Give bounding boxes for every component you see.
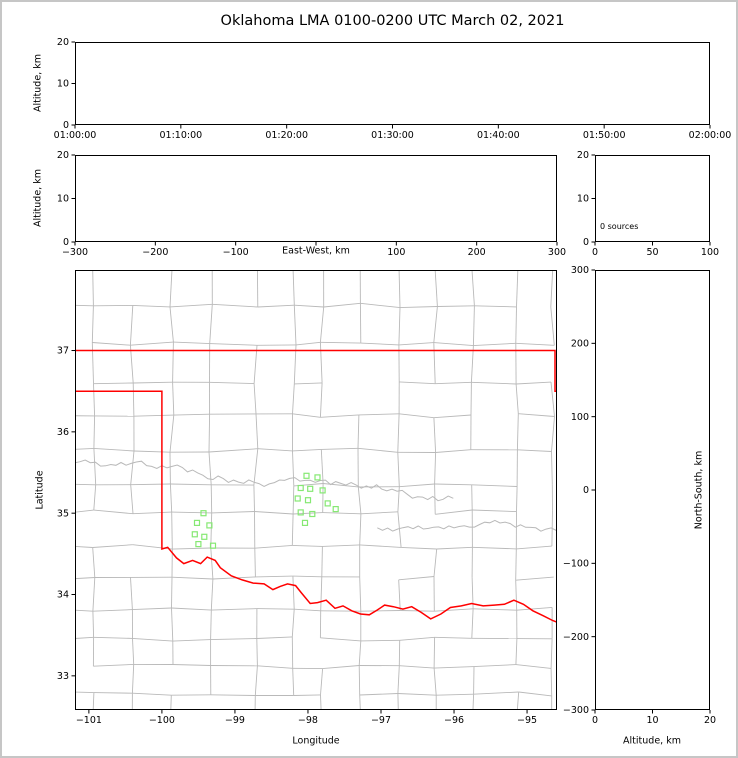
svg-text:−98: −98 [298,715,318,726]
time-height-axes: 01:00:00 01:10:00 01:20:00 01:30:00 01:40:00… [54,37,732,141]
vhf-source-point [297,484,304,492]
histogram-sources-count: 0 sources [600,222,639,231]
svg-text:−300: −300 [62,247,88,258]
svg-text:01:30:00: 01:30:00 [371,130,414,141]
svg-text:−96: −96 [444,715,464,726]
svg-text:02:00:00: 02:00:00 [689,130,732,141]
svg-text:20: 20 [577,150,589,161]
svg-text:20: 20 [704,715,716,726]
east-west-panel-xlabel: East-West, km [282,245,350,257]
vhf-source-point [314,474,321,481]
svg-text:20: 20 [57,37,69,48]
svg-text:37: 37 [57,346,69,357]
svg-text:−100: −100 [563,559,589,570]
east-west-panel-ylabel: Altitude, km [32,169,44,227]
svg-text:36: 36 [57,427,69,438]
svg-text:35: 35 [57,508,69,519]
svg-text:200: 200 [571,339,589,350]
svg-text:−100: −100 [149,715,175,726]
map-longitude-xlabel: Longitude [292,735,340,747]
vhf-source-point [206,522,213,529]
svg-text:50: 50 [646,247,658,258]
svg-text:34: 34 [57,590,69,601]
svg-text:−101: −101 [76,715,102,726]
vhf-source-point [195,541,202,548]
vhf-source-point [193,519,201,526]
north-south-panel-xlabel: Altitude, km [623,735,681,747]
svg-text:0: 0 [583,485,589,496]
time-panel-ylabel: Altitude, km [32,54,44,112]
svg-text:0: 0 [583,237,589,248]
svg-text:01:10:00: 01:10:00 [159,130,202,141]
svg-text:10: 10 [57,194,69,205]
svg-text:−95: −95 [517,715,537,726]
svg-text:10: 10 [57,79,69,90]
chart-title: Oklahoma LMA 0100-0200 UTC March 02, 202… [220,13,565,29]
svg-text:01:00:00: 01:00:00 [54,130,97,141]
vhf-source-point [319,487,326,494]
map-latitude-ylabel: Latitude [34,470,46,510]
north-south-height-axes: 0 10 20 −300 −200 −100 0 100 200 300 [563,265,716,726]
panel-time-height: 01:00:00 01:10:00 01:20:00 01:30:00 01:40:00… [54,37,732,141]
svg-text:100: 100 [701,247,719,258]
altitude-histogram-axes: 0 50 100 0 10 20 [577,150,719,258]
svg-text:0: 0 [63,237,69,248]
svg-text:20: 20 [57,150,69,161]
vhf-source-point [294,495,301,502]
svg-text:300: 300 [548,247,566,258]
svg-text:10: 10 [646,715,658,726]
vhf-source-point [200,510,207,517]
svg-text:−99: −99 [225,715,245,726]
vhf-source-point [297,509,304,516]
svg-text:0: 0 [592,715,598,726]
north-south-panel-right-label: North-South, km [693,450,705,530]
panel-east-west-height: −300 −200 −100 100 200 300 0 10 20 [57,150,566,258]
vhf-source-point [304,497,312,504]
svg-text:−200: −200 [142,247,168,258]
vhf-source-point [309,510,316,518]
vhf-source-point [191,531,198,538]
vhf-source-point [303,472,310,479]
panel-north-south-height: 0 10 20 −300 −200 −100 0 100 200 300 [563,265,716,726]
plan-view-map-axes: −101 −100 −99 −98 −97 −96 −95 33 34 35 36 37 [57,270,557,726]
svg-text:0: 0 [63,120,69,131]
map-layers [75,270,557,710]
svg-text:01:20:00: 01:20:00 [265,130,308,141]
svg-text:0: 0 [592,247,598,258]
svg-text:33: 33 [57,671,69,682]
vhf-source-point [307,485,314,492]
svg-text:200: 200 [468,247,486,258]
svg-text:100: 100 [571,412,589,423]
state-border [75,349,557,392]
vhf-source-point [201,533,208,540]
east-west-height-axes: −300 −200 −100 100 200 300 0 10 20 [57,150,566,258]
svg-text:01:50:00: 01:50:00 [583,130,626,141]
vhf-source-point [209,542,217,549]
svg-text:−200: −200 [563,632,589,643]
svg-text:−100: −100 [223,247,249,258]
svg-text:300: 300 [571,265,589,276]
svg-text:01:40:00: 01:40:00 [477,130,520,141]
svg-text:10: 10 [577,194,589,205]
vhf-source-point [301,519,309,526]
svg-text:−97: −97 [371,715,391,726]
vhf-source-point [332,506,339,513]
svg-text:−300: −300 [563,705,589,716]
svg-text:100: 100 [387,247,405,258]
panel-altitude-histogram: 0 50 100 0 10 20 [577,150,719,258]
panel-plan-view-map: −101 −100 −99 −98 −97 −96 −95 33 34 35 36 37 [57,270,557,726]
state-border [75,390,557,623]
vhf-source-point [324,500,331,507]
